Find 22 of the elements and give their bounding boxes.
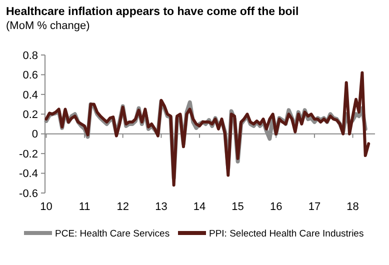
y-tick-label: -0.4 — [19, 168, 38, 180]
x-tick-label: 13 — [155, 201, 168, 213]
legend-label: PPI: Selected Health Care Industries — [209, 228, 364, 240]
y-tick-label: -0.2 — [19, 148, 38, 160]
x-tick-label: 17 — [308, 201, 321, 213]
x-tick-label: 11 — [78, 201, 90, 213]
legend-label: PCE: Health Care Services — [55, 228, 170, 240]
chart-title: Healthcare inflation appears to have come off the boil — [6, 6, 299, 18]
x-tick-label: 16 — [270, 201, 282, 213]
x-tick-label: 14 — [193, 201, 206, 213]
y-tick-label: 0.6 — [22, 70, 38, 82]
x-tick-label: 10 — [40, 201, 52, 213]
y-tick-label: 0 — [32, 128, 38, 141]
y-tick-label: 0.4 — [22, 89, 38, 102]
x-tick-label: 15 — [232, 201, 244, 213]
x-tick-label: 18 — [346, 201, 359, 213]
chart-subtitle: (MoM % change) — [6, 20, 90, 32]
y-tick-label: 0.8 — [22, 50, 38, 62]
y-tick-label: 0.2 — [22, 108, 38, 121]
y-tick-label: -0.6 — [19, 188, 38, 200]
line-series — [44, 71, 370, 187]
x-tick-label: 12 — [116, 201, 129, 213]
